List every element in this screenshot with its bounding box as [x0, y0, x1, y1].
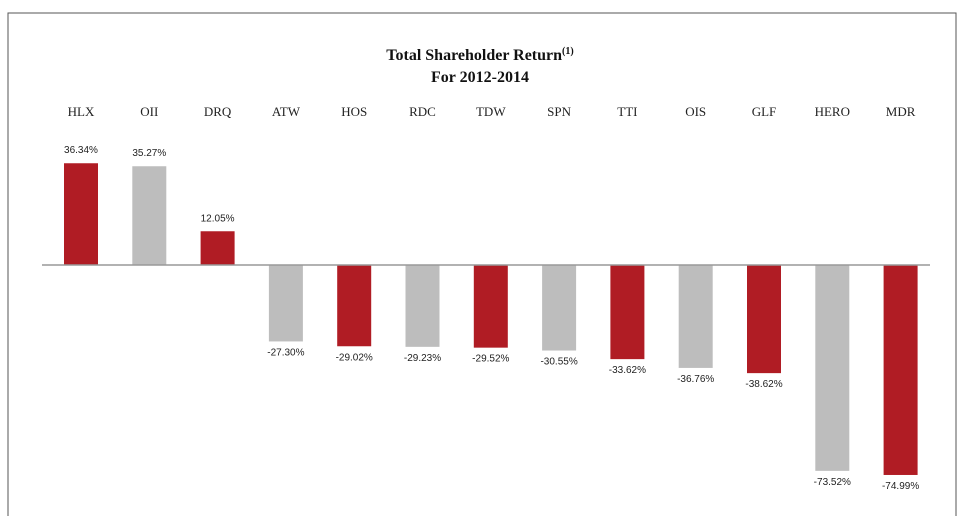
chart-title: Total Shareholder Return(1) — [386, 46, 573, 64]
value-label: 12.05% — [201, 213, 235, 224]
chart-subtitle: For 2012-2014 — [431, 69, 529, 86]
bar — [747, 265, 781, 374]
title-text: Total Shareholder Return — [386, 47, 562, 64]
bar — [200, 231, 235, 265]
value-label: -74.99% — [882, 481, 919, 492]
value-label: -30.55% — [540, 357, 577, 368]
category-label: TTI — [617, 104, 637, 119]
bar — [473, 265, 508, 348]
value-label: -29.23% — [404, 353, 441, 364]
bar — [132, 166, 167, 265]
category-label: MDR — [886, 104, 916, 119]
bar — [268, 265, 303, 342]
bar — [337, 265, 372, 347]
bar — [64, 163, 98, 265]
value-label: -29.02% — [336, 352, 373, 363]
bar — [678, 265, 713, 368]
bar — [883, 265, 918, 475]
value-label: 36.34% — [64, 145, 98, 156]
category-label: DRQ — [204, 104, 232, 119]
value-label: 35.27% — [132, 148, 166, 159]
title-superscript: (1) — [562, 46, 574, 57]
category-label: OII — [140, 104, 158, 119]
category-label: OIS — [685, 104, 706, 119]
value-label: -38.62% — [745, 379, 782, 390]
bar — [542, 265, 577, 351]
category-label: TDW — [476, 104, 506, 119]
category-label: SPN — [547, 104, 571, 119]
category-label: HOS — [341, 104, 367, 119]
category-label: HERO — [815, 104, 850, 119]
bar — [815, 265, 850, 471]
bar — [610, 265, 645, 360]
category-label: HLX — [68, 104, 95, 119]
value-label: -27.30% — [267, 347, 304, 358]
category-label: GLF — [752, 104, 777, 119]
value-label: -29.52% — [472, 354, 509, 365]
value-label: -33.62% — [609, 365, 646, 376]
bar — [405, 265, 440, 347]
value-label: -36.76% — [677, 374, 714, 385]
value-label: -73.52% — [814, 477, 851, 488]
category-label: ATW — [272, 104, 301, 119]
frame — [7, 12, 957, 516]
category-label: RDC — [409, 104, 436, 119]
